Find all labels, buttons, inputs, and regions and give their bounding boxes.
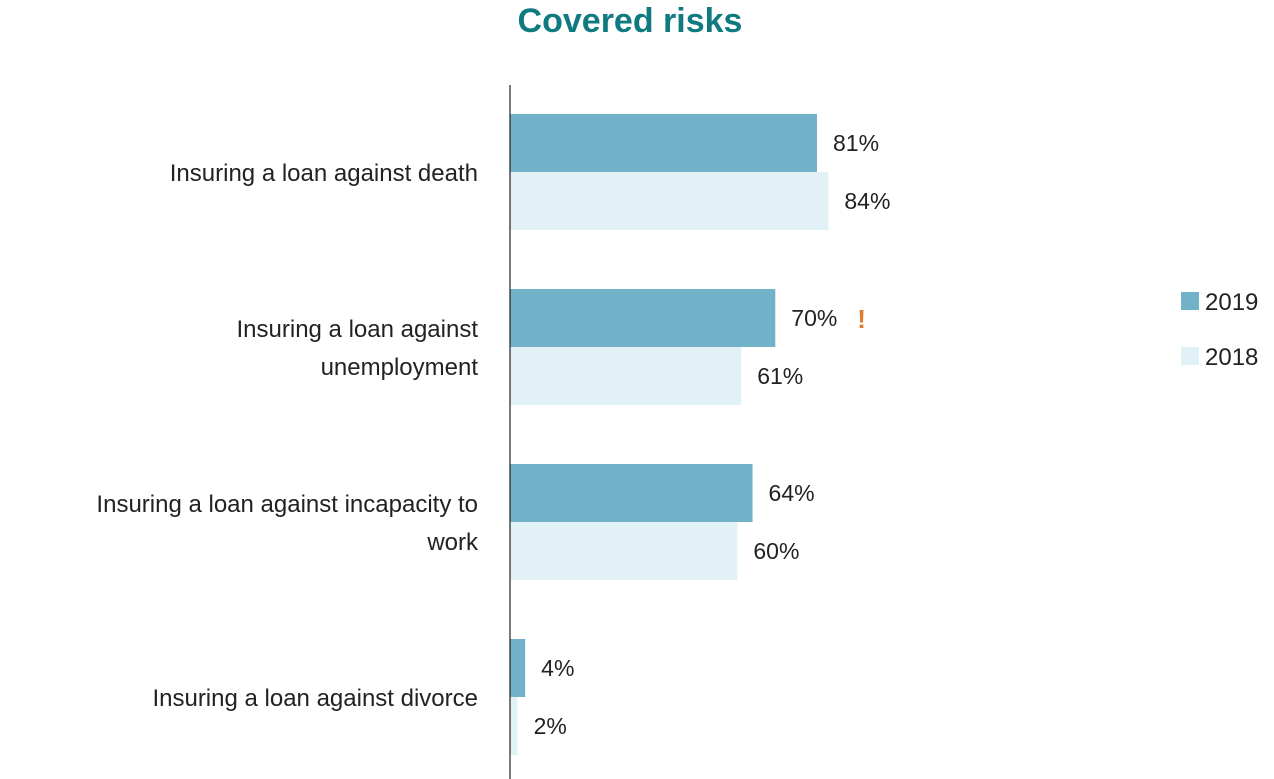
legend-label-2019: 2019 bbox=[1205, 289, 1258, 316]
category-label: Insuring a loan against unemployment bbox=[237, 316, 479, 381]
data-label-2018: 61% bbox=[757, 363, 803, 389]
legend-swatch-2018 bbox=[1181, 347, 1199, 365]
bars-layer bbox=[510, 114, 829, 755]
category-label-line: Insuring a loan against death bbox=[170, 160, 478, 187]
bar-2018 bbox=[510, 347, 742, 405]
category-label-line: Insuring a loan against divorce bbox=[152, 685, 478, 712]
data-label-2018: 84% bbox=[844, 188, 890, 214]
warning-flag: ! bbox=[857, 304, 866, 334]
category-label: Insuring a loan against death bbox=[170, 160, 478, 187]
bar-2018 bbox=[510, 172, 829, 230]
bar-2019 bbox=[510, 639, 526, 697]
legend-label-2018: 2018 bbox=[1205, 344, 1258, 371]
labels-layer: Insuring a loan against death 81% 84% Insur… bbox=[96, 130, 890, 739]
category-label: Insuring a loan against incapacity to wor… bbox=[96, 491, 479, 556]
data-label-2018: 2% bbox=[534, 713, 567, 739]
bar-2018 bbox=[510, 697, 518, 755]
bar-2019 bbox=[510, 114, 817, 172]
legend: 2019 2018 bbox=[1181, 289, 1258, 371]
data-label-2019: 4% bbox=[541, 655, 574, 681]
category-label-line: Insuring a loan against bbox=[237, 316, 479, 343]
category-label-line: Insuring a loan against incapacity to bbox=[96, 491, 478, 518]
category-label: Insuring a loan against divorce bbox=[152, 685, 478, 712]
bar-2018 bbox=[510, 522, 738, 580]
bar-2019 bbox=[510, 289, 776, 347]
bar-2019 bbox=[510, 464, 753, 522]
data-label-2019: 81% bbox=[833, 130, 879, 156]
data-label-2018: 60% bbox=[753, 538, 799, 564]
legend-swatch-2019 bbox=[1181, 292, 1199, 310]
chart-title: Covered risks bbox=[517, 2, 743, 40]
data-label-2019: 64% bbox=[769, 480, 815, 506]
category-label-line: work bbox=[426, 529, 479, 556]
category-label-line: unemployment bbox=[321, 354, 479, 381]
data-label-2019: 70% bbox=[791, 305, 837, 331]
